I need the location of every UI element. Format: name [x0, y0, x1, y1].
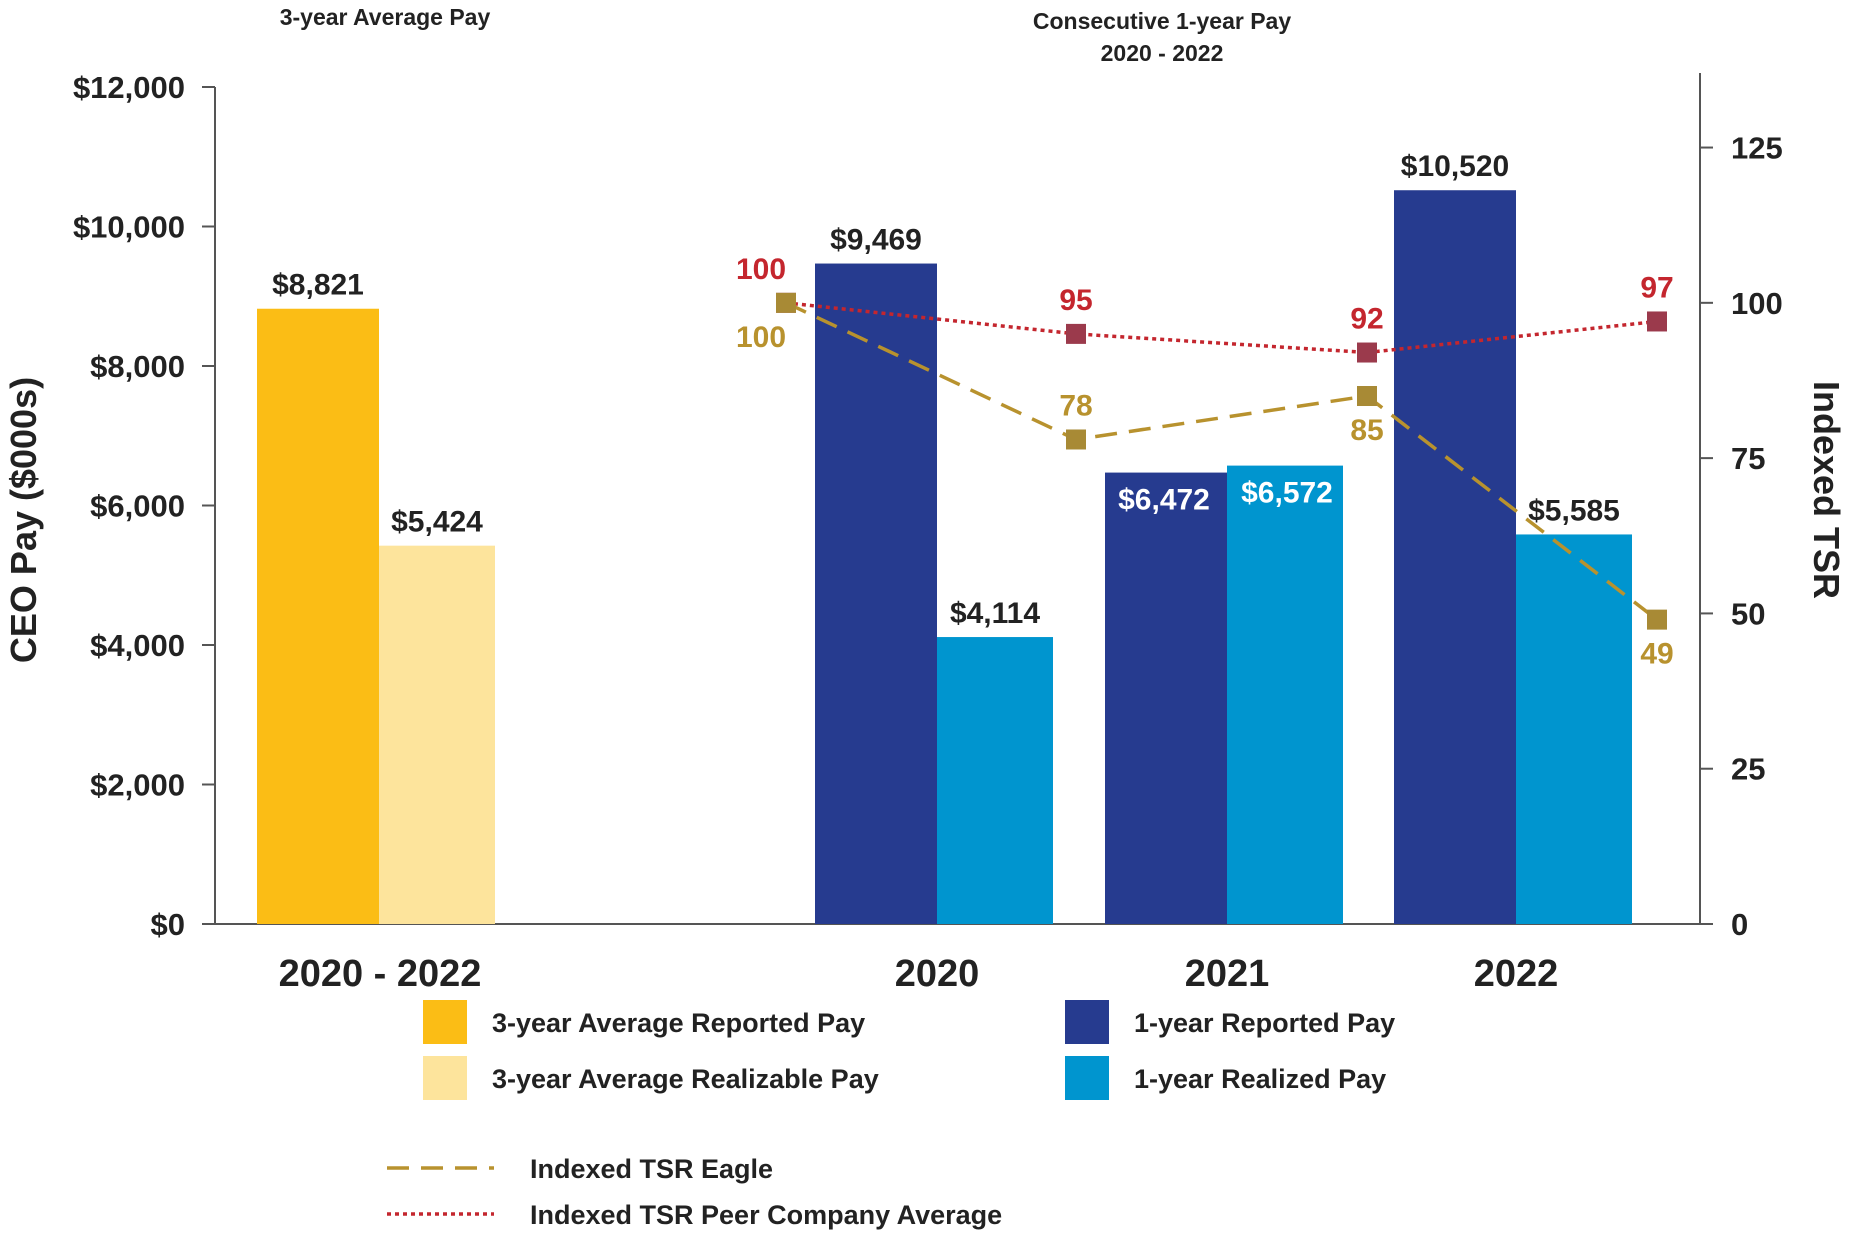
line-marker-eagle — [1357, 386, 1377, 407]
line-marker-peer — [1357, 342, 1377, 363]
y-axis-title: CEO Pay ($000s) — [3, 377, 44, 663]
line-point-label-eagle: 100 — [736, 321, 786, 354]
y2-tick-label: 25 — [1731, 752, 1765, 787]
bar-value-label: $6,472 — [1118, 484, 1210, 517]
line-tsr-eagle — [785, 301, 1659, 622]
bar-value-label: $8,821 — [272, 269, 364, 302]
y-tick-label: $0 — [151, 907, 185, 942]
line-marker-peer — [1066, 323, 1086, 344]
legend-swatch — [1065, 1000, 1109, 1044]
y2-axis-title: Indexed TSR — [1806, 381, 1847, 599]
bars — [257, 190, 1632, 925]
bar-2021-realized — [1227, 465, 1343, 924]
category-label: 2020 - 2022 — [279, 953, 482, 995]
y2-tick-label: 0 — [1731, 907, 1748, 942]
legend-label: 1-year Realized Pay — [1134, 1064, 1386, 1094]
y-tick-label: $4,000 — [90, 628, 185, 663]
line-marker-eagle — [1066, 429, 1086, 450]
legend-label: Indexed TSR Eagle — [530, 1154, 773, 1184]
bar-2022-realized — [1516, 534, 1632, 924]
legend-label: Indexed TSR Peer Company Average — [530, 1200, 1002, 1230]
bar-labels: $8,821 $5,424 $9,469 $4,114 $6,472 $6,572 $10,… — [272, 150, 1620, 630]
line-point-label-eagle: 85 — [1350, 414, 1383, 447]
line-point-label-eagle: 78 — [1059, 389, 1092, 422]
y2-axis-ticks: 0 25 50 75 100 125 — [1700, 131, 1783, 942]
legend-label: 3-year Average Reported Pay — [492, 1008, 865, 1038]
heading-3yr-average: 3-year Average Pay — [280, 4, 491, 30]
bar-2020-reported — [815, 263, 937, 925]
line-marker-peer — [1647, 311, 1667, 332]
legend-swatch — [423, 1056, 467, 1100]
bar-2022-reported — [1394, 190, 1516, 925]
y-tick-label: $6,000 — [90, 489, 185, 524]
y-axis-ticks: $0 $2,000 $4,000 $6,000 $8,000 $10,000 $12,000 — [73, 70, 215, 942]
y2-tick-label: 75 — [1731, 441, 1765, 476]
y2-tick-label: 50 — [1731, 596, 1765, 631]
heading-consecutive-years: 2020 - 2022 — [1101, 40, 1224, 66]
line-marker-eagle — [1647, 609, 1667, 630]
bar-2020-2022-realized — [379, 545, 495, 924]
bar-2021-reported — [1105, 472, 1227, 924]
tsr-lines: 100 95 92 97 100 78 85 49 — [736, 253, 1674, 671]
bar-value-label: $5,585 — [1528, 494, 1620, 527]
category-label: 2020 — [895, 953, 980, 995]
category-label: 2022 — [1474, 953, 1559, 995]
line-point-label-peer: 97 — [1640, 271, 1673, 304]
line-point-label-peer: 95 — [1059, 284, 1092, 317]
line-point-label-eagle: 49 — [1640, 638, 1673, 671]
y-tick-label: $8,000 — [90, 349, 185, 384]
legend-label: 1-year Reported Pay — [1134, 1008, 1395, 1038]
legend-swatch — [1065, 1056, 1109, 1100]
y2-tick-label: 125 — [1731, 131, 1783, 166]
legend-label: 3-year Average Realizable Pay — [492, 1064, 879, 1094]
bar-value-label: $4,114 — [950, 597, 1040, 630]
y-tick-label: $12,000 — [73, 70, 185, 105]
bar-value-label: $10,520 — [1401, 150, 1509, 183]
legend: 3-year Average Reported Pay 1-year Report… — [387, 1000, 1395, 1230]
category-labels: 2020 - 2022 2020 2021 2022 — [279, 953, 1559, 995]
bar-value-label: $5,424 — [391, 506, 483, 539]
line-point-label-peer: 100 — [736, 253, 786, 286]
heading-consecutive-pay: Consecutive 1-year Pay — [1033, 8, 1291, 34]
bar-value-label: $9,469 — [830, 224, 922, 257]
y-tick-label: $10,000 — [73, 210, 185, 245]
bar-2020-realized — [937, 637, 1053, 924]
category-label: 2021 — [1185, 953, 1270, 995]
bar-value-label: $6,572 — [1241, 477, 1333, 510]
y-tick-label: $2,000 — [90, 768, 185, 803]
line-point-label-peer: 92 — [1350, 303, 1383, 336]
legend-swatch — [423, 1000, 467, 1044]
line-tsr-peer-average — [785, 301, 1658, 355]
line-marker-eagle — [776, 292, 796, 313]
y2-tick-label: 100 — [1731, 286, 1783, 321]
bar-2020-2022-reported — [257, 308, 379, 925]
